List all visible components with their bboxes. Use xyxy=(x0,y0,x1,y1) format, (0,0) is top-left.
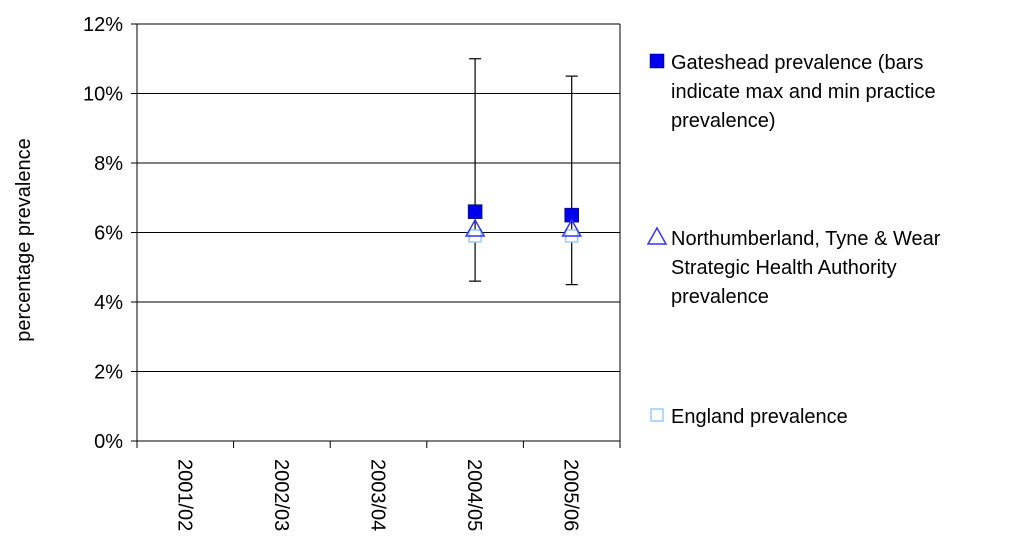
y-tick-labels: 0% 2% 4% 6% 8% 10% 12% xyxy=(83,14,123,453)
data-point xyxy=(467,204,483,219)
legend-label: prevalence) xyxy=(671,110,776,132)
x-tick-label: 2001/02 xyxy=(173,459,195,531)
axes xyxy=(131,23,621,448)
x-tick-label: 2005/06 xyxy=(560,459,582,531)
y-tick-label: 10% xyxy=(83,84,123,106)
legend: Gateshead prevalence (bars indicate max a… xyxy=(646,52,941,428)
x-tick-label: 2002/03 xyxy=(270,459,292,531)
y-tick-label: 6% xyxy=(94,223,123,245)
legend-label: indicate max and min practice xyxy=(671,81,936,103)
y-tick-label: 12% xyxy=(83,14,123,36)
legend-entry: Northumberland, Tyne & Wear Strategic Hea… xyxy=(646,226,941,308)
legend-label: prevalence xyxy=(671,286,769,308)
legend-marker xyxy=(649,53,665,69)
x-tick-label: 2003/04 xyxy=(367,459,389,531)
legend-marker xyxy=(650,408,664,422)
y-axis-title: percentage prevalence xyxy=(13,138,35,341)
x-tick-label: 2004/05 xyxy=(463,459,485,531)
data-point xyxy=(561,218,582,237)
y-tick-label: 0% xyxy=(94,431,123,453)
y-tick-label: 2% xyxy=(94,362,123,384)
data-point xyxy=(564,207,579,223)
legend-label: Strategic Health Authority xyxy=(671,257,897,279)
gridlines xyxy=(137,23,620,442)
y-tick-label: 4% xyxy=(94,292,123,314)
x-tick-labels: 2001/02 2002/03 2003/04 2004/05 2005/06 xyxy=(173,459,581,531)
legend-entry: Gateshead prevalence (bars indicate max a… xyxy=(649,52,936,132)
legend-marker xyxy=(646,226,668,245)
y-tick-label: 8% xyxy=(94,153,123,175)
legend-label: Gateshead prevalence (bars xyxy=(671,52,923,74)
legend-label: England prevalence xyxy=(671,406,848,428)
data-marks xyxy=(464,58,582,286)
legend-entry: England prevalence xyxy=(650,406,848,428)
legend-label: Northumberland, Tyne & Wear xyxy=(671,228,941,250)
data-point xyxy=(464,218,486,237)
